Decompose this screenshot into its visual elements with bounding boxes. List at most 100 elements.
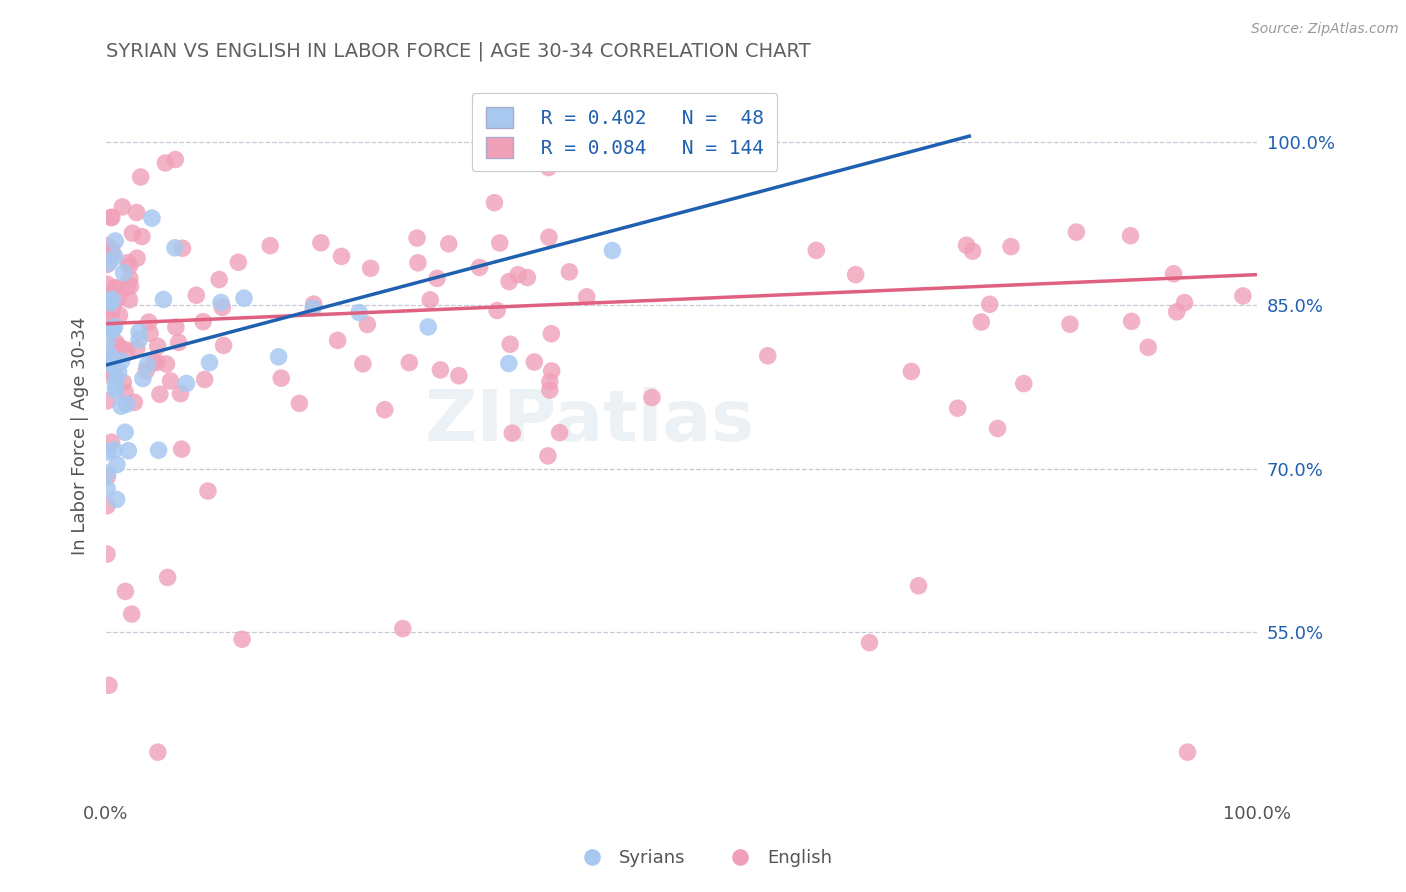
Point — [121, 607, 143, 621]
Point — [115, 343, 138, 357]
Point — [98, 678, 121, 692]
Point — [143, 356, 166, 370]
Point — [516, 270, 538, 285]
Point — [1066, 225, 1088, 239]
Point — [101, 292, 124, 306]
Point — [159, 374, 181, 388]
Point — [1163, 267, 1185, 281]
Point — [114, 425, 136, 440]
Point — [538, 383, 561, 397]
Point — [96, 469, 118, 483]
Point — [100, 211, 122, 225]
Point — [575, 290, 598, 304]
Text: Source: ZipAtlas.com: Source: ZipAtlas.com — [1251, 22, 1399, 37]
Point — [270, 371, 292, 385]
Point — [115, 397, 138, 411]
Point — [114, 584, 136, 599]
Point — [406, 231, 429, 245]
Point — [107, 365, 129, 379]
Point — [1137, 340, 1160, 354]
Point — [233, 291, 256, 305]
Point — [125, 205, 148, 219]
Point — [105, 371, 128, 385]
Point — [101, 304, 124, 318]
Point — [900, 364, 922, 378]
Point — [209, 295, 232, 310]
Point — [326, 334, 349, 348]
Point — [176, 376, 198, 391]
Point — [96, 393, 118, 408]
Point — [141, 211, 163, 226]
Point — [110, 342, 132, 356]
Point — [97, 321, 120, 335]
Point — [100, 435, 122, 450]
Point — [121, 226, 143, 240]
Point — [1166, 305, 1188, 319]
Point — [115, 280, 138, 294]
Point — [146, 355, 169, 369]
Point — [96, 302, 118, 317]
Point — [498, 357, 520, 371]
Point — [146, 745, 169, 759]
Point — [105, 492, 128, 507]
Point — [1177, 745, 1199, 759]
Point — [186, 288, 208, 302]
Point — [100, 300, 122, 314]
Point — [146, 339, 169, 353]
Point — [167, 335, 190, 350]
Point — [198, 356, 221, 370]
Point — [194, 372, 217, 386]
Point — [488, 235, 510, 250]
Point — [96, 482, 118, 496]
Point — [538, 375, 561, 389]
Point — [426, 271, 449, 285]
Point — [498, 275, 520, 289]
Point — [537, 161, 560, 175]
Point — [231, 632, 253, 647]
Point — [103, 442, 125, 457]
Point — [98, 368, 121, 383]
Point — [979, 297, 1001, 311]
Point — [197, 483, 219, 498]
Point — [96, 277, 118, 292]
Point — [100, 306, 122, 320]
Point — [110, 399, 132, 413]
Point — [259, 238, 281, 252]
Point — [191, 315, 214, 329]
Point — [131, 229, 153, 244]
Point — [228, 255, 250, 269]
Point — [170, 442, 193, 457]
Point — [406, 256, 429, 270]
Point — [104, 349, 127, 363]
Point — [97, 294, 120, 309]
Point — [987, 421, 1010, 435]
Point — [104, 380, 127, 394]
Point — [125, 251, 148, 265]
Point — [537, 449, 560, 463]
Point — [100, 242, 122, 256]
Point — [169, 386, 191, 401]
Point — [499, 337, 522, 351]
Point — [352, 357, 374, 371]
Point — [537, 230, 560, 244]
Point — [347, 305, 370, 319]
Point — [104, 319, 127, 334]
Point — [391, 622, 413, 636]
Point — [356, 318, 378, 332]
Point — [858, 635, 880, 649]
Point — [117, 443, 139, 458]
Point — [212, 338, 235, 352]
Point — [1000, 239, 1022, 253]
Point — [302, 301, 325, 316]
Point — [114, 385, 136, 400]
Point — [845, 268, 868, 282]
Text: ZIPatlas: ZIPatlas — [425, 387, 755, 456]
Point — [125, 342, 148, 356]
Point — [211, 301, 233, 315]
Point — [1173, 295, 1195, 310]
Point — [429, 363, 451, 377]
Point — [101, 211, 124, 225]
Point — [540, 326, 562, 341]
Point — [96, 257, 118, 271]
Point — [118, 271, 141, 285]
